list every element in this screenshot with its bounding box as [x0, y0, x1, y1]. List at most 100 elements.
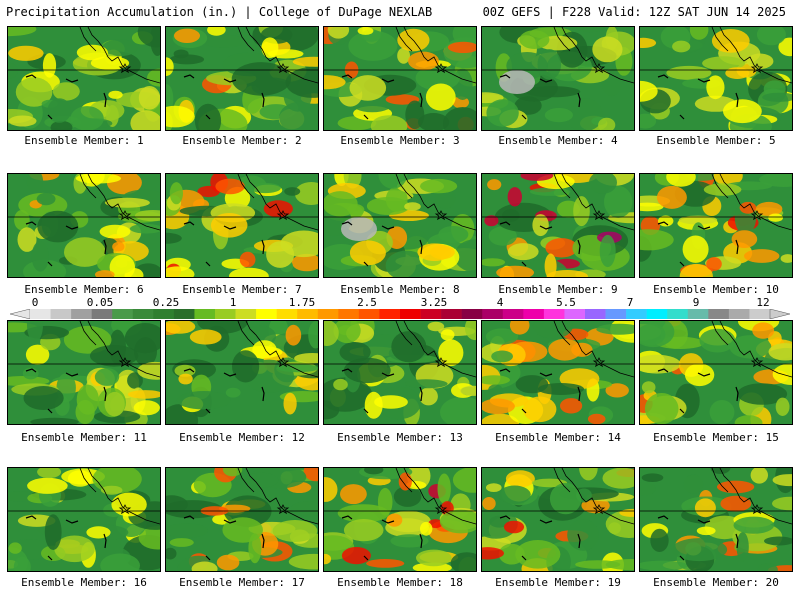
- colorbar-swatch: [523, 309, 545, 319]
- ensemble-member-caption: Ensemble Member: 1: [24, 134, 144, 147]
- precip-field: [8, 468, 160, 571]
- colorbar-swatch: [585, 309, 606, 319]
- colorbar-swatch: [379, 309, 401, 319]
- ensemble-member-caption: Ensemble Member: 18: [337, 576, 463, 589]
- colorbar-tick-label: 7: [626, 296, 634, 309]
- ensemble-member-caption: Ensemble Member: 4: [498, 134, 618, 147]
- colorbar-swatch: [153, 309, 175, 319]
- precip-field: [166, 174, 318, 277]
- colorbar-swatch: [564, 309, 586, 319]
- precip-field: [8, 321, 160, 424]
- ensemble-member-caption: Ensemble Member: 17: [179, 576, 305, 589]
- colorbar-swatch: [708, 309, 730, 319]
- colorbar-swatch: [358, 309, 380, 319]
- colorbar-swatch: [667, 309, 689, 319]
- ensemble-member-caption: Ensemble Member: 5: [656, 134, 776, 147]
- ensemble-member-caption: Ensemble Member: 11: [21, 431, 147, 444]
- colorbar-swatch: [543, 309, 565, 319]
- colorbar-swatch: [132, 309, 154, 319]
- ensemble-member-caption: Ensemble Member: 3: [340, 134, 460, 147]
- colorbar-max-arrow: [769, 309, 790, 319]
- ensemble-member-caption: Ensemble Member: 13: [337, 431, 463, 444]
- ensemble-map-panel: [7, 173, 161, 278]
- ensemble-map-panel: [165, 320, 319, 425]
- ensemble-member-caption: Ensemble Member: 6: [24, 283, 144, 296]
- ensemble-map-panel: [323, 320, 477, 425]
- colorbar-swatch: [112, 309, 134, 319]
- precip-field: [640, 27, 792, 130]
- colorbar-swatch: [256, 309, 277, 319]
- colorbar-tick-label: 2.5: [357, 296, 377, 309]
- precip-field: [640, 174, 792, 277]
- ensemble-member-caption: Ensemble Member: 20: [653, 576, 779, 589]
- ensemble-member-caption: Ensemble Member: 2: [182, 134, 302, 147]
- ensemble-member-caption: Ensemble Member: 12: [179, 431, 305, 444]
- colorbar-swatch: [482, 309, 504, 319]
- ensemble-member-caption: Ensemble Member: 8: [340, 283, 460, 296]
- ensemble-member-caption: Ensemble Member: 14: [495, 431, 621, 444]
- colorbar-swatch: [297, 309, 319, 319]
- colorbar-tick-label: 1: [229, 296, 237, 309]
- ensemble-member-caption: Ensemble Member: 15: [653, 431, 779, 444]
- ensemble-map-panel: [7, 467, 161, 572]
- precip-field: [8, 174, 160, 277]
- precip-field: [482, 321, 634, 424]
- precip-field: [482, 468, 634, 571]
- colorbar-tick-label: 0.25: [152, 296, 180, 309]
- ensemble-map-panel: [323, 467, 477, 572]
- colorbar-swatch: [338, 309, 360, 319]
- colorbar-tick-label: 9: [692, 296, 700, 309]
- run-valid-time: 00Z GEFS | F228 Valid: 12Z SAT JUN 14 20…: [482, 5, 786, 19]
- colorbar-swatch: [71, 309, 92, 319]
- colorbar-swatch: [605, 309, 627, 319]
- precip-field: [324, 468, 476, 571]
- colorbar-swatch: [194, 309, 216, 319]
- precip-field: [482, 174, 634, 277]
- colorbar-min-arrow: [10, 309, 31, 319]
- precip-field: [166, 321, 318, 424]
- ensemble-map-panel: [323, 26, 477, 131]
- ensemble-map-panel: [481, 467, 635, 572]
- ensemble-member-caption: Ensemble Member: 10: [653, 283, 779, 296]
- colorbar-swatch: [215, 309, 236, 319]
- colorbar-tick-label: 4: [496, 296, 504, 309]
- colorbar-tick-label: 5.5: [556, 296, 576, 309]
- precip-field: [324, 27, 476, 130]
- colorbar-swatch: [441, 309, 462, 319]
- colorbar-swatch: [626, 309, 647, 319]
- ensemble-member-caption: Ensemble Member: 7: [182, 283, 302, 296]
- colorbar-swatch: [173, 309, 195, 319]
- ensemble-member-caption: Ensemble Member: 19: [495, 576, 621, 589]
- colorbar-swatch: [502, 309, 524, 319]
- precip-field: [8, 27, 160, 130]
- ensemble-map-panel: [481, 173, 635, 278]
- colorbar-swatch: [749, 309, 771, 319]
- colorbar-swatch: [728, 309, 750, 319]
- colorbar: [10, 309, 790, 319]
- page-title: Precipitation Accumulation (in.) | Colle…: [6, 5, 433, 19]
- precip-field: [324, 174, 476, 277]
- precip-field: [324, 321, 476, 424]
- ensemble-map-panel: [323, 173, 477, 278]
- colorbar-swatch: [461, 309, 483, 319]
- precip-field: [166, 27, 318, 130]
- colorbar-swatch: [317, 309, 339, 319]
- colorbar-swatch: [646, 309, 668, 319]
- colorbar-swatch: [687, 309, 709, 319]
- colorbar-swatch: [91, 309, 113, 319]
- ensemble-map-panel: [481, 26, 635, 131]
- colorbar-tick-label: 12: [756, 296, 770, 309]
- precip-field: [482, 27, 634, 130]
- colorbar-swatch: [235, 309, 257, 319]
- ensemble-map-panel: [7, 26, 161, 131]
- ensemble-map-panel: [165, 173, 319, 278]
- precip-field: [166, 468, 318, 571]
- ensemble-map-panel: [165, 467, 319, 572]
- colorbar-swatch: [30, 309, 51, 319]
- colorbar-swatch: [420, 309, 442, 319]
- ensemble-map-panel: [639, 467, 793, 572]
- ensemble-map-panel: [639, 173, 793, 278]
- colorbar-swatch: [400, 309, 421, 319]
- colorbar-tick-label: 0: [31, 296, 39, 309]
- colorbar-swatch: [276, 309, 298, 319]
